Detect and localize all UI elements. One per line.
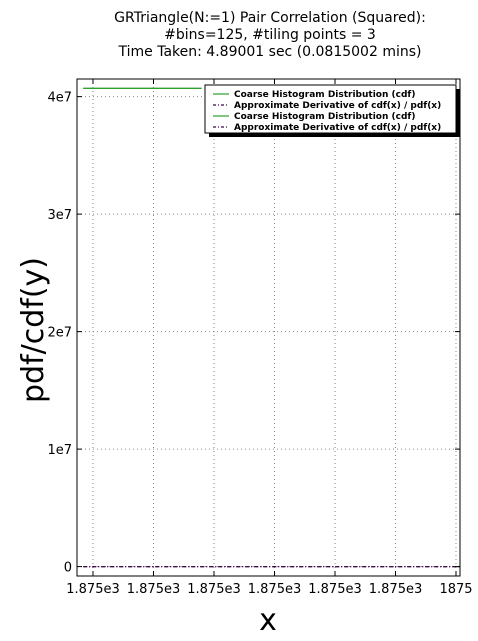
x-tick-label: 1.875e3 <box>308 582 362 597</box>
chart-title-line-3: Time Taken: 4.89001 sec (0.0815002 mins) <box>118 44 422 60</box>
x-tick-label: 1.875e3 <box>248 582 302 597</box>
legend-label-2: Approximate Derivative of cdf(x) / pdf(x… <box>234 101 441 111</box>
plot-frame <box>76 78 461 577</box>
y-tick-label: 3e7 <box>47 208 72 223</box>
x-tick-label: 1.875e3 <box>187 582 241 597</box>
x-tick-label: 1.875e3 <box>66 582 120 597</box>
legend-label-3: Coarse Histogram Distribution (cdf) <box>234 112 415 122</box>
chart-title-line-2: #bins=125, #tiling points = 3 <box>164 27 376 43</box>
x-tick-label: 1875 <box>439 582 472 597</box>
y-tick-label: 0 <box>64 561 72 576</box>
y-tick-label: 1e7 <box>47 443 72 458</box>
grid <box>77 79 460 576</box>
legend-label-4: Approximate Derivative of cdf(x) / pdf(x… <box>234 123 441 133</box>
series-layer <box>83 87 460 568</box>
legend-box <box>204 84 457 134</box>
legend-label-1: Coarse Histogram Distribution (cdf) <box>234 90 415 100</box>
y-tick-label: 2e7 <box>47 326 72 341</box>
x-tick-label: 1.875e3 <box>369 582 423 597</box>
chart-title: GRTriangle(N:=1) Pair Correlation (Squar… <box>114 10 426 60</box>
chart-title-line-1: GRTriangle(N:=1) Pair Correlation (Squar… <box>114 10 426 26</box>
ticks: 1.875e3 1.875e3 1.875e3 1.875e3 1.875e3 1.875… <box>47 79 473 597</box>
plot-area <box>77 79 460 576</box>
y-tick-label: 4e7 <box>47 91 72 106</box>
x-tick-label: 1.875e3 <box>127 582 181 597</box>
y-axis-label: pdf/cdf(y) <box>16 257 51 403</box>
x-axis-label: x <box>259 603 277 638</box>
legend: Coarse Histogram Distribution (cdf)Appro… <box>204 84 460 137</box>
